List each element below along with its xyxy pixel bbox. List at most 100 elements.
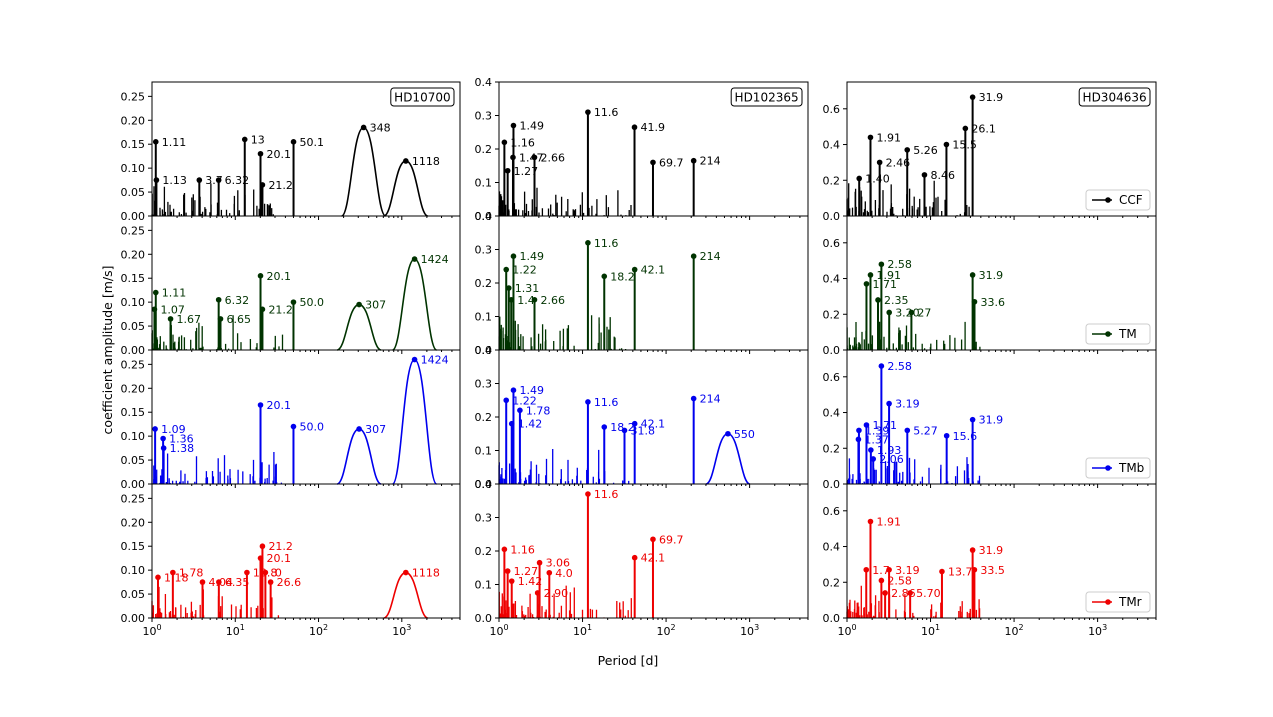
legend-label: CCF (1119, 193, 1143, 207)
peak-marker (510, 122, 517, 129)
peak-label: 348 (370, 121, 391, 134)
peak-marker (403, 569, 409, 576)
peak-label: 11.6 (594, 106, 619, 119)
peak-label: 1118 (412, 567, 440, 580)
peak-marker (257, 150, 264, 157)
y-tick-label: 0.3 (475, 244, 493, 257)
peak-marker (534, 590, 541, 596)
peak-marker (151, 306, 158, 313)
peak-marker (907, 590, 913, 596)
panel-HD102365-TMb: 1.491.221.781.42 11.6 18.231.842.1 214 550 0.… (475, 344, 809, 491)
y-tick-label: 0.0 (823, 612, 841, 625)
peak-marker (290, 139, 297, 145)
panel-HD304636-CCF: 31.9 26.1 15.5 1.91 5.262.46 1.40 8.46 0.0 0.2 0.… (823, 81, 1157, 223)
peak-marker (153, 177, 160, 183)
y-tick-label: 0.4 (823, 407, 841, 420)
legend-marker (1105, 331, 1111, 337)
peak-marker (505, 285, 512, 291)
y-tick-label: 0.00 (121, 478, 146, 491)
star-name-box (730, 87, 803, 107)
peak-label: 1.07 (160, 303, 185, 316)
noise-stems (846, 180, 975, 216)
peak-label: 5.27 (913, 424, 938, 437)
peak-marker (585, 399, 591, 405)
x-tick-exponent: 3 (754, 623, 759, 632)
peak-marker (196, 177, 203, 183)
long-period-hump (340, 126, 387, 217)
peak-label: 11.6 (594, 488, 619, 501)
x-tick-base: 10 (226, 625, 240, 638)
peak-marker (356, 426, 362, 432)
panel-HD304636-TMb: 2.58 3.19 1.711.391.371.932.06 5.27 15.631.9… (823, 349, 1157, 491)
y-tick-label: 0.25 (121, 90, 146, 103)
y-tick-label: 0.4 (475, 344, 493, 357)
peak-label: 3.19 (895, 564, 920, 577)
peak-marker (690, 395, 697, 402)
peak-marker (904, 147, 911, 153)
y-tick-label: 0.0 (475, 344, 493, 357)
peak-marker (867, 134, 874, 141)
peak-label: 13 (251, 133, 265, 146)
peak-marker (152, 139, 159, 145)
peak-label: 50.0 (299, 421, 324, 434)
peak-label: 42.1 (641, 264, 666, 277)
y-tick-label: 0.4 (475, 76, 493, 89)
peak-label: 1.36 (169, 433, 194, 446)
y-tick-label: 0.00 (121, 612, 146, 625)
peak-label: 3.06 (546, 557, 571, 570)
x-tick-exponent: 1 (587, 623, 592, 632)
peak-label: 1.91 (876, 269, 901, 282)
peak-label: 214 (700, 250, 721, 263)
long-period-hump (383, 160, 429, 217)
x-tick-label: 101 (921, 623, 940, 638)
peak-marker (971, 298, 978, 305)
peak-label: 1.13 (162, 174, 187, 187)
y-tick-label: 0.20 (121, 382, 146, 395)
panel-frame (151, 215, 461, 351)
peak-label: 1.39 (865, 424, 890, 437)
peak-label: 3.20 (895, 306, 920, 319)
peak-marker (690, 157, 697, 164)
y-tick-label: 0.6 (823, 237, 841, 250)
x-tick-label: 102 (657, 623, 676, 638)
peak-marker (921, 172, 928, 178)
y-tick-label: 0.4 (823, 273, 841, 286)
x-tick-exponent: 3 (1102, 623, 1107, 632)
y-tick-label: 0.10 (121, 430, 146, 443)
x-tick-exponent: 0 (156, 623, 161, 632)
y-tick-label: 0.25 (121, 492, 146, 505)
peak-marker (510, 387, 517, 394)
peak-label: 2.66 (540, 294, 565, 307)
peak-marker (508, 296, 515, 303)
peak-label: 2.58 (887, 360, 912, 373)
x-tick-label: 102 (309, 623, 328, 638)
peak-marker (690, 253, 697, 259)
peak-label: 2.58 (887, 258, 912, 271)
peak-marker (601, 273, 608, 280)
panel-HD10700-TMb: 1.091.361.38 20.1 50.0 307 1424 0.00 0.05 0.10 0… (121, 349, 461, 491)
y-tick-label: 0.4 (823, 541, 841, 554)
peak-marker (216, 579, 222, 585)
y-tick-label: 0.05 (121, 454, 146, 467)
panel-HD304636-TMr: 1.911.7 3.192.582.86 5.7013.731.933.50.00.… (823, 483, 1157, 625)
peak-marker (886, 400, 892, 407)
peak-label: 1.11 (162, 287, 187, 300)
peak-label: 8.46 (930, 169, 955, 182)
peak-marker (244, 569, 250, 576)
noise-stems (151, 452, 283, 484)
peak-marker (969, 547, 976, 553)
peak-label: 42.1 (641, 552, 666, 565)
y-tick-label: 0.05 (121, 320, 146, 333)
peak-label: 41.9 (641, 121, 666, 134)
peak-marker (215, 177, 222, 183)
peak-marker (152, 289, 159, 296)
peak-label: .0 (271, 567, 282, 580)
peak-marker (601, 424, 608, 430)
y-tick-label: 0.3 (475, 378, 493, 391)
peak-marker (878, 363, 885, 369)
peak-label: 1.22 (512, 394, 537, 407)
x-tick-exponent: 1 (240, 623, 245, 632)
peak-marker (870, 456, 877, 462)
